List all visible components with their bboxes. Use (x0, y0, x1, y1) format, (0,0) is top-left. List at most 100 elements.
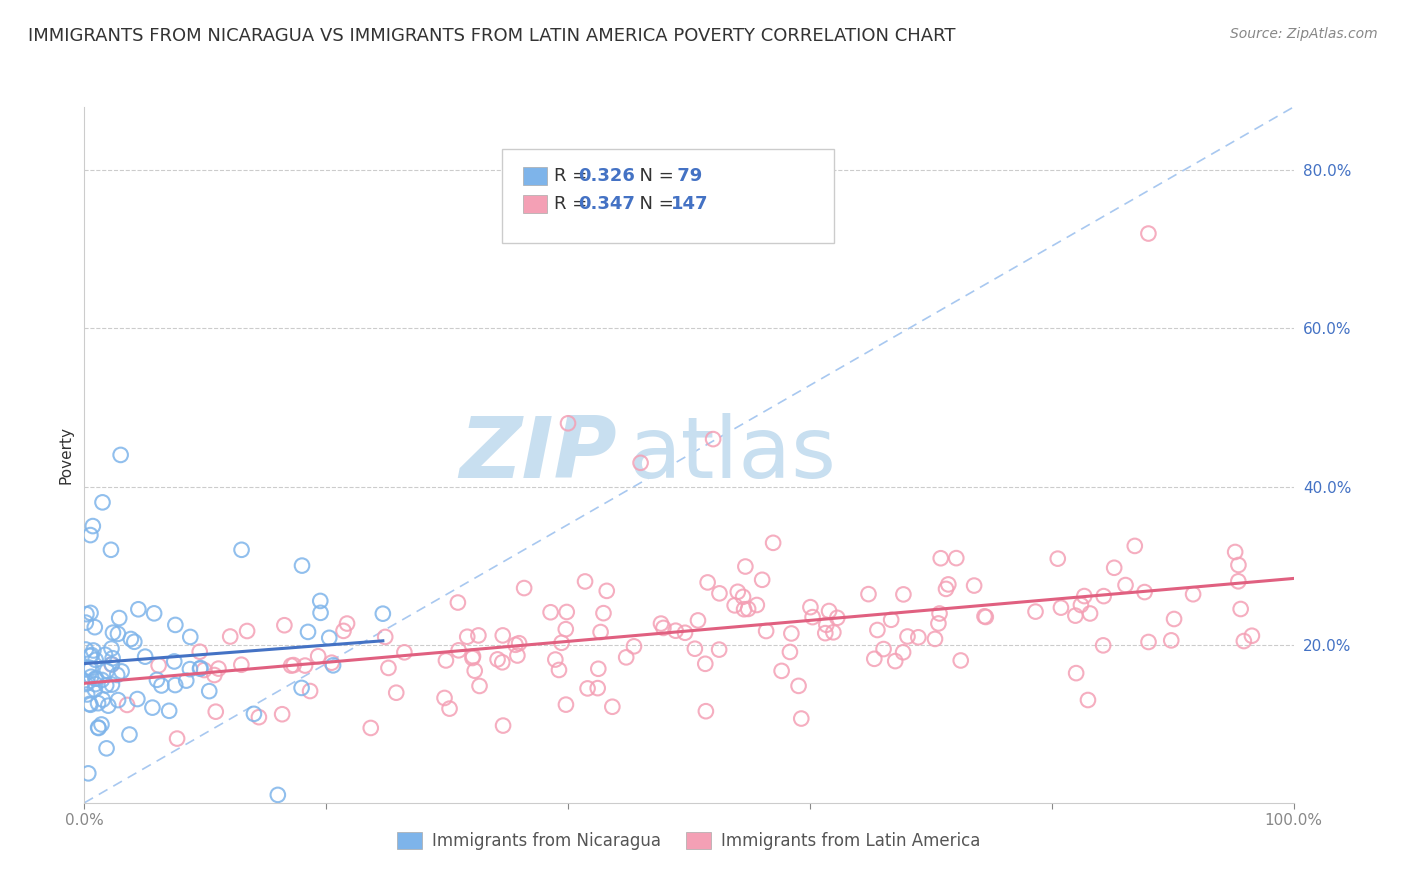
Point (461, 651, 484, 665)
Point (935, 582, 957, 596)
Point (456, 630, 478, 644)
Point (880, 613, 903, 627)
Point (1123, 539, 1146, 553)
Point (492, 718, 515, 732)
Point (695, 657, 717, 671)
Point (780, 626, 803, 640)
Point (827, 611, 849, 625)
Text: R =: R = (554, 195, 592, 213)
Point (936, 577, 959, 591)
Point (665, 624, 688, 638)
Point (858, 587, 880, 601)
Point (709, 586, 731, 600)
Point (945, 551, 967, 566)
Point (150, 678, 173, 692)
Point (866, 623, 889, 637)
Point (614, 650, 637, 665)
Point (823, 625, 845, 640)
Point (491, 655, 513, 669)
Point (76, 676, 98, 690)
Point (96, 741, 118, 756)
Point (907, 630, 929, 644)
Point (596, 583, 619, 598)
Point (336, 616, 359, 631)
Point (124, 634, 146, 648)
Point (1050, 600, 1073, 615)
Point (1073, 589, 1095, 603)
Text: ZIP: ZIP (458, 413, 616, 497)
Point (96, 678, 118, 692)
Point (76, 688, 98, 702)
Point (84, 672, 107, 686)
Point (1223, 545, 1246, 559)
Point (118, 727, 141, 741)
Point (143, 607, 166, 621)
Point (80, 670, 103, 684)
Point (219, 630, 242, 644)
Point (163, 655, 186, 669)
Point (929, 551, 952, 566)
Point (87, 721, 110, 735)
Point (513, 581, 536, 595)
Point (790, 712, 813, 726)
Text: Source: ZipAtlas.com: Source: ZipAtlas.com (1230, 27, 1378, 41)
Point (1137, 635, 1160, 649)
Point (84, 677, 107, 691)
Point (884, 654, 907, 668)
Point (110, 665, 132, 679)
FancyBboxPatch shape (523, 167, 547, 185)
Point (91, 692, 114, 706)
Text: IMMIGRANTS FROM NICARAGUA VS IMMIGRANTS FROM LATIN AMERICA POVERTY CORRELATION C: IMMIGRANTS FROM NICARAGUA VS IMMIGRANTS … (28, 27, 956, 45)
Point (863, 652, 886, 666)
Point (318, 631, 340, 645)
Point (1229, 602, 1251, 616)
Point (506, 648, 529, 663)
Point (82, 643, 104, 657)
Point (105, 668, 128, 682)
Point (87, 696, 110, 710)
Point (174, 673, 197, 688)
Y-axis label: Poverty: Poverty (58, 425, 73, 484)
Point (695, 704, 717, 718)
Point (734, 559, 756, 574)
Point (891, 645, 914, 659)
Point (231, 542, 253, 557)
Point (731, 590, 754, 604)
Point (461, 649, 484, 664)
Point (267, 788, 290, 802)
Point (299, 684, 322, 698)
Point (1064, 608, 1087, 623)
Point (787, 679, 810, 693)
Point (1240, 629, 1263, 643)
Point (896, 630, 918, 644)
Point (574, 574, 596, 589)
Point (107, 627, 129, 641)
Point (94, 648, 117, 662)
Point (179, 662, 201, 676)
Point (165, 678, 187, 692)
Point (1070, 598, 1092, 612)
Point (544, 652, 567, 666)
Point (360, 721, 382, 735)
Point (79, 697, 101, 711)
Point (101, 651, 124, 665)
Point (82, 519, 104, 533)
Point (80, 661, 103, 675)
Point (505, 638, 527, 652)
Point (198, 684, 221, 698)
Point (101, 657, 124, 672)
Point (77, 766, 100, 780)
Point (799, 600, 821, 615)
Point (91, 495, 114, 509)
Point (1064, 666, 1087, 681)
Point (75, 642, 97, 657)
Point (193, 663, 215, 677)
Point (165, 618, 187, 632)
Point (141, 700, 163, 714)
FancyBboxPatch shape (502, 149, 834, 243)
Point (79, 606, 101, 620)
Point (377, 661, 399, 675)
Point (589, 625, 612, 640)
Point (97, 698, 120, 713)
Point (1163, 612, 1185, 626)
